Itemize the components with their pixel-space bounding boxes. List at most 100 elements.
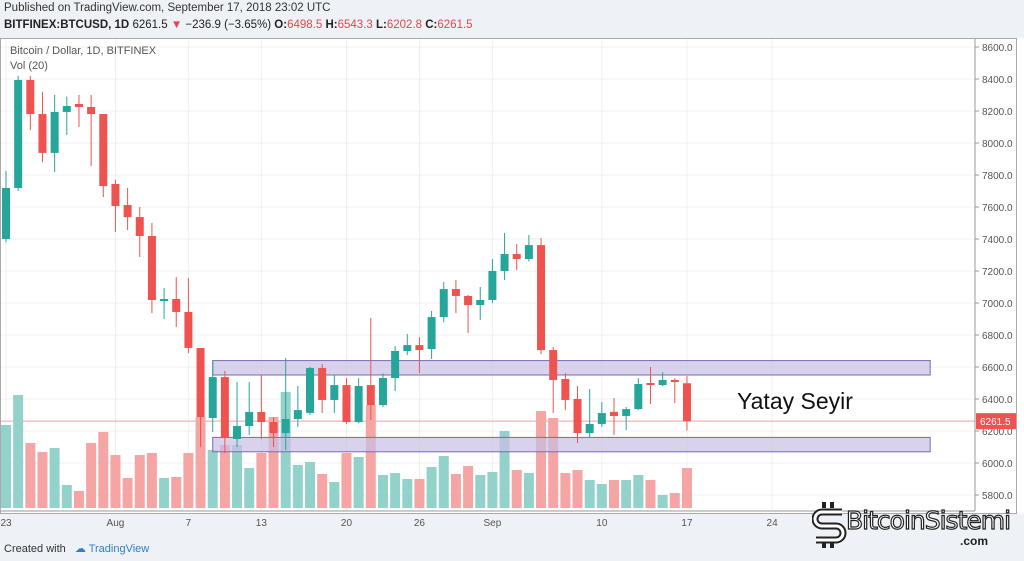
y-tick-label: 8400.0 [982,75,1013,86]
tradingview-link[interactable]: ☁ TradingView [75,543,149,555]
candle-body [451,289,460,296]
candle-body [366,385,375,406]
high-label: H: [325,19,338,31]
close-label: C: [425,19,438,31]
chart-background [0,38,1024,514]
volume-bar [317,474,328,508]
volume-bar [159,478,170,508]
volume-bar [523,473,534,508]
volume-bar [596,484,607,508]
candle-body [439,289,448,318]
candle-body [476,299,485,306]
volume-bar [657,495,668,508]
y-tick-label: 6200.0 [982,427,1013,438]
candle-body [354,386,363,423]
bitcoinsistemi-logo: BitcoinSistemi .com [811,500,1012,555]
y-tick-label: 7400.0 [982,235,1013,246]
volume-bar [463,466,474,508]
candle-body [257,411,266,423]
candle-body [524,245,533,259]
volume-bar [171,477,182,508]
candle-body [38,114,47,153]
volume-bar [122,478,133,508]
candle-body [50,111,59,153]
y-tick-label: 6400.0 [982,395,1013,406]
y-tick-label: 6000.0 [982,459,1013,470]
y-tick-label: 7000.0 [982,299,1013,310]
candle-body [682,383,691,422]
x-tick-label: Aug [107,518,125,529]
volume-bar [390,473,401,508]
close-value: 6261.5 [437,19,473,31]
volume-bar [207,450,218,508]
x-tick-label: 7 [186,518,192,529]
y-tick-label: 8200.0 [982,107,1013,118]
candle-body [74,103,83,107]
last-price: 6261.5 [132,19,168,31]
candle-body [26,79,35,115]
volume-bar [195,417,206,508]
candle-body [622,409,631,416]
candle-body [561,379,570,400]
cloud-icon: ☁ [74,543,86,555]
y-tick-label: 6800.0 [982,331,1013,342]
y-tick-label: 7600.0 [982,203,1013,214]
y-tick-label: 5800.0 [982,491,1013,502]
candle-body [415,345,424,351]
y-tick-label: 7200.0 [982,267,1013,278]
volume-bar [146,453,157,508]
low-label: L: [376,19,387,31]
volume-bar [377,475,388,508]
candle-body [670,379,679,383]
volume-bar [256,453,267,508]
logo-suffix: .com [960,534,989,548]
candle-body [293,410,302,419]
logo-name: BitcoinSistemi [845,505,1011,535]
bitcoin-s-icon [811,502,847,548]
price-axis[interactable]: 8600.0 8400.0 8200.0 8000.0 7800.0 7600.0 7400… [975,43,1013,502]
chart-legend-title: Bitcoin / Dollar, 1D, BITFINEX [10,45,157,57]
candle-body [208,377,217,419]
volume-bar [609,480,619,508]
volume-bar [365,405,376,508]
volume-bar [572,470,583,508]
published-line: Published on TradingView.com, September … [4,2,331,14]
candle-body [147,235,156,300]
volume-bar [134,455,145,508]
time-axis[interactable]: 23 Aug 7 13 20 26 Sep 10 17 24 [0,518,778,529]
candle-body [184,311,193,348]
volume-bars [1,392,692,508]
candle-body [330,385,339,400]
open-value: 6498.5 [287,19,323,31]
volume-bar [499,431,510,508]
open-label: O: [274,19,288,31]
volume-bar [536,411,547,508]
volume-bar [511,470,522,508]
candle-body [233,426,242,439]
candle-body [403,345,412,351]
volume-bar [341,453,352,508]
volume-bar [450,474,461,508]
candle-body [123,205,132,218]
low-value: 6202.8 [386,19,423,31]
symbol: BITFINEX:BTCUSD, 1D [4,19,130,31]
down-arrow-icon: ▼ [170,19,183,31]
volume-bar [292,465,303,508]
candle-body [306,367,314,413]
x-tick-label: 26 [414,518,426,529]
created-with: Created with [4,543,66,555]
candle-body [62,106,71,112]
volume-bar [244,468,255,508]
candle-body [391,351,400,379]
volume-bar [219,445,230,508]
price-change: −236.9 (−3.65%) [185,19,272,31]
candle-body [549,350,558,380]
candle-body [500,254,509,271]
candle-body [573,399,582,434]
volume-bar [681,468,692,508]
volume-bar [487,472,498,508]
candle-body [585,423,594,434]
candle-body [111,183,120,207]
candle-body [99,114,108,187]
